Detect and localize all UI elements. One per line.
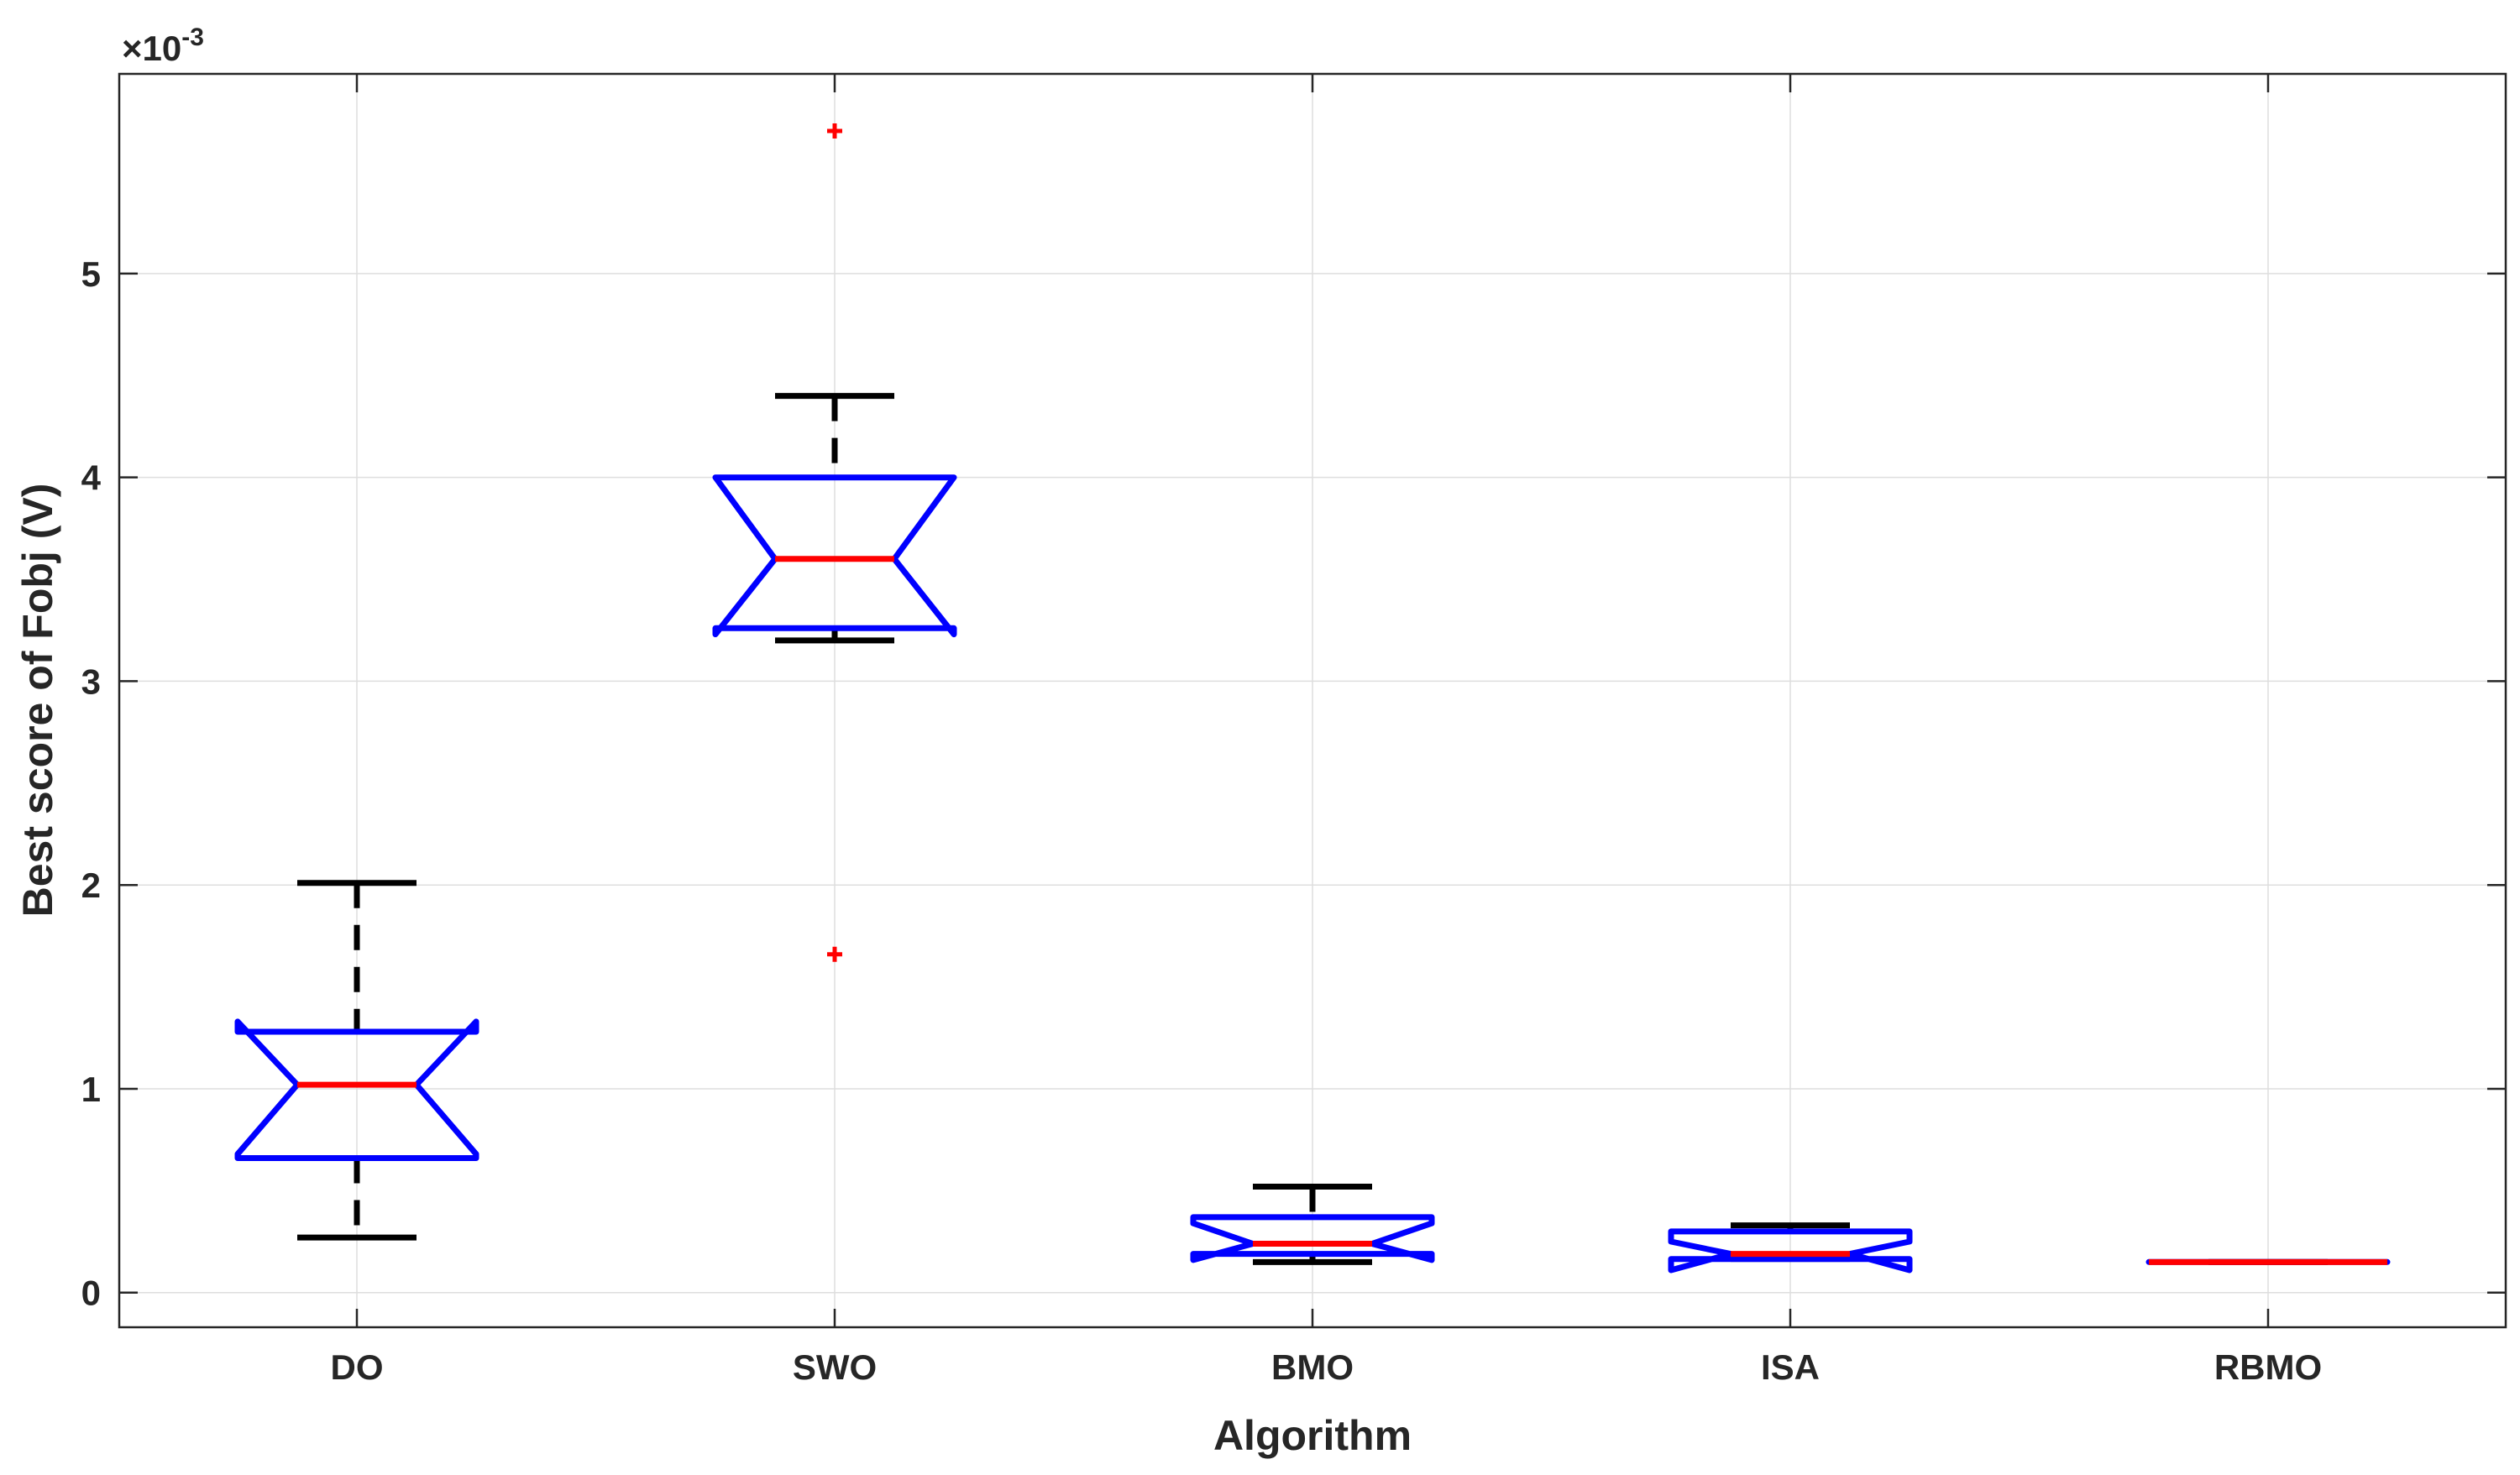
box-series [234, 123, 2391, 1274]
exponent-power: -3 [181, 24, 204, 51]
notched-box [712, 474, 957, 638]
box-isa [1668, 1222, 1913, 1274]
outlier-marker [827, 123, 842, 139]
grid-lines [119, 74, 2506, 1327]
box-do [234, 880, 479, 1241]
y-tick-label: 5 [81, 254, 101, 294]
notched-box [234, 1018, 479, 1161]
outlier-marker [827, 946, 842, 962]
y-tick-label: 1 [81, 1070, 101, 1109]
x-axis-title: Algorithm [1213, 1412, 1412, 1459]
x-tick-label: DO [331, 1347, 384, 1387]
y-tick-label: 2 [81, 866, 101, 905]
y-tick-label: 4 [81, 458, 102, 498]
box-swo [712, 123, 957, 962]
axis-ticks: 0 1 2 3 4 5 DO SWO BMO ISA RBMO [81, 74, 2506, 1387]
y-tick-label: 0 [81, 1274, 101, 1313]
exponent-base: ×10 [122, 29, 181, 68]
x-tick-label: RBMO [2214, 1347, 2322, 1387]
y-axis-exponent-label: ×10-3 [122, 24, 204, 68]
x-tick-label: ISA [1761, 1347, 1820, 1387]
notched-box [1190, 1214, 1435, 1263]
notched-box [1668, 1228, 1913, 1274]
y-axis-title: Best score of Fobj (V) [14, 484, 61, 918]
y-tick-label: 3 [81, 662, 101, 701]
x-tick-label: SWO [793, 1347, 877, 1387]
x-tick-label: BMO [1271, 1347, 1354, 1387]
box-bmo [1190, 1183, 1435, 1265]
